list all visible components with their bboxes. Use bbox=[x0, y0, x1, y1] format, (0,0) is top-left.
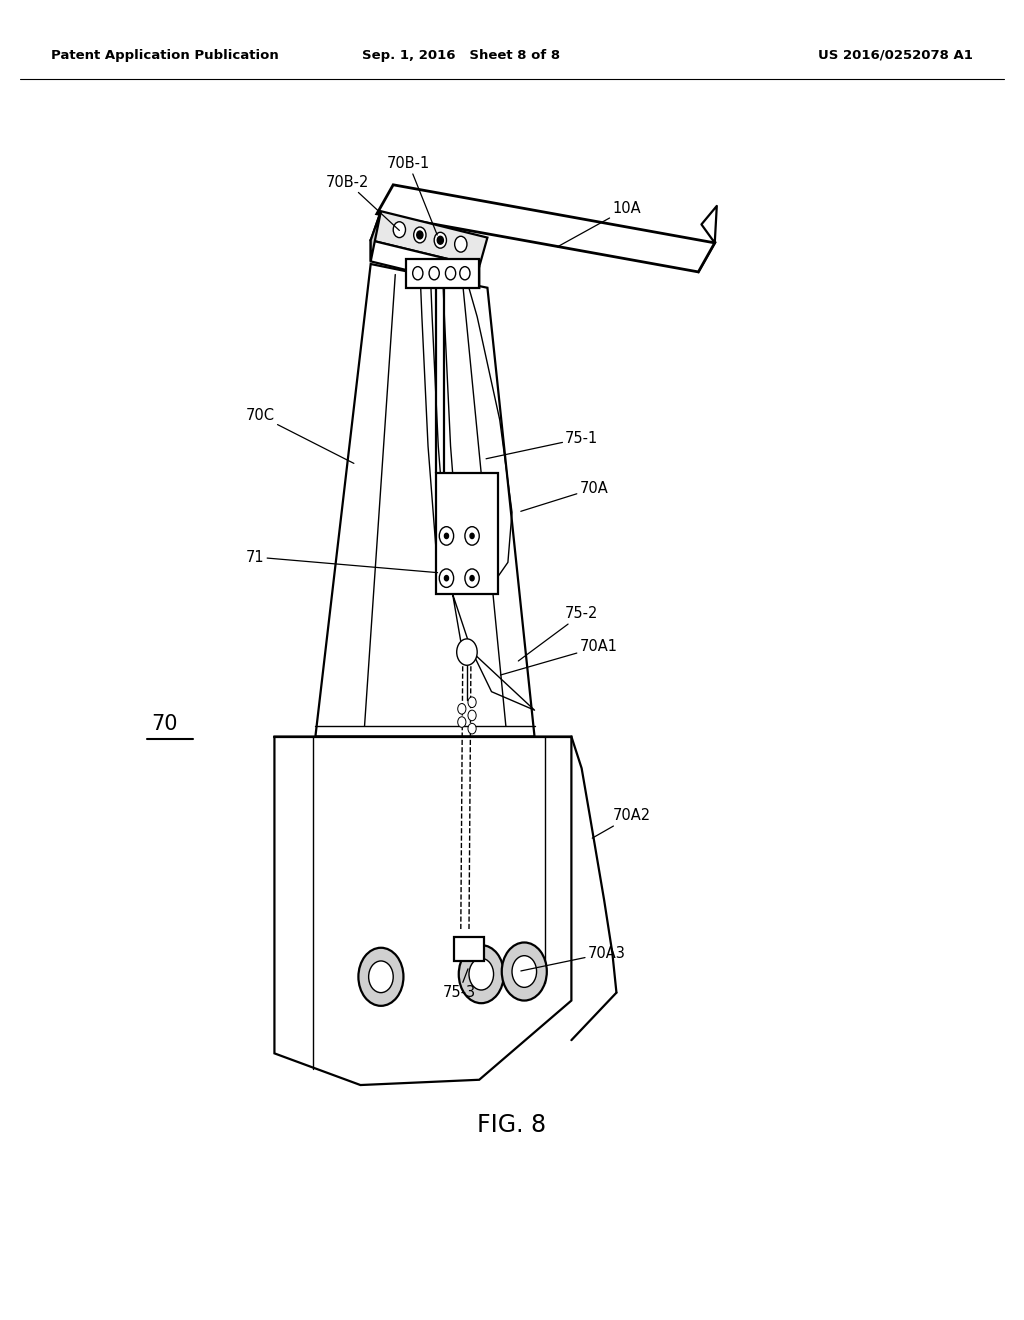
Polygon shape bbox=[315, 264, 535, 737]
Circle shape bbox=[468, 697, 476, 708]
Polygon shape bbox=[371, 240, 479, 288]
Circle shape bbox=[414, 227, 426, 243]
Circle shape bbox=[458, 717, 466, 727]
Text: FIG. 8: FIG. 8 bbox=[477, 1113, 547, 1137]
Circle shape bbox=[439, 527, 454, 545]
Text: Patent Application Publication: Patent Application Publication bbox=[51, 49, 279, 62]
Circle shape bbox=[459, 945, 504, 1003]
Bar bbox=[406, 259, 479, 288]
Circle shape bbox=[358, 948, 403, 1006]
Circle shape bbox=[369, 961, 393, 993]
Text: 70A2: 70A2 bbox=[592, 808, 650, 838]
Circle shape bbox=[417, 231, 423, 239]
Circle shape bbox=[445, 267, 456, 280]
Text: 75-2: 75-2 bbox=[518, 606, 599, 661]
Text: Sep. 1, 2016   Sheet 8 of 8: Sep. 1, 2016 Sheet 8 of 8 bbox=[361, 49, 560, 62]
Text: 70B-2: 70B-2 bbox=[326, 174, 399, 231]
Text: 70A: 70A bbox=[521, 480, 608, 511]
Text: 71: 71 bbox=[246, 549, 437, 573]
Circle shape bbox=[444, 533, 449, 539]
Text: US 2016/0252078 A1: US 2016/0252078 A1 bbox=[818, 49, 973, 62]
Bar bbox=[454, 937, 484, 961]
Text: 70: 70 bbox=[152, 714, 178, 734]
Circle shape bbox=[457, 639, 477, 665]
Text: 70C: 70C bbox=[246, 408, 354, 463]
Text: 75-1: 75-1 bbox=[486, 430, 598, 459]
Polygon shape bbox=[274, 737, 571, 1085]
Text: 70A3: 70A3 bbox=[521, 945, 626, 972]
Text: 70B-1: 70B-1 bbox=[387, 156, 437, 235]
Polygon shape bbox=[371, 211, 381, 261]
Polygon shape bbox=[377, 185, 715, 272]
Circle shape bbox=[460, 267, 470, 280]
Circle shape bbox=[439, 569, 454, 587]
Circle shape bbox=[444, 576, 449, 581]
Circle shape bbox=[393, 222, 406, 238]
Circle shape bbox=[429, 267, 439, 280]
Polygon shape bbox=[371, 211, 487, 267]
Circle shape bbox=[413, 267, 423, 280]
Circle shape bbox=[502, 942, 547, 1001]
Circle shape bbox=[465, 527, 479, 545]
Circle shape bbox=[434, 232, 446, 248]
Bar bbox=[436, 473, 498, 594]
Circle shape bbox=[458, 704, 466, 714]
Circle shape bbox=[470, 576, 474, 581]
Text: 75-3: 75-3 bbox=[442, 969, 475, 1001]
Circle shape bbox=[468, 710, 476, 721]
Circle shape bbox=[455, 236, 467, 252]
Text: 10A: 10A bbox=[557, 201, 641, 247]
Circle shape bbox=[437, 236, 443, 244]
Circle shape bbox=[470, 533, 474, 539]
Circle shape bbox=[465, 569, 479, 587]
Circle shape bbox=[512, 956, 537, 987]
Circle shape bbox=[469, 958, 494, 990]
Text: 70A1: 70A1 bbox=[501, 639, 617, 675]
Circle shape bbox=[468, 723, 476, 734]
